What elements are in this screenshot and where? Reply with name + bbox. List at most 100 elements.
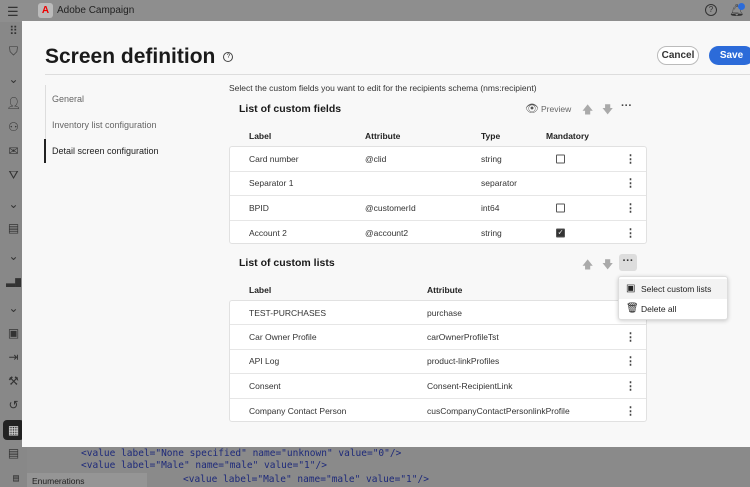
table-row[interactable]: API Log product-linkProfiles ⋮ <box>230 350 646 375</box>
cell-type: separator <box>481 178 517 189</box>
column-header: Mandatory <box>546 131 589 141</box>
table-row[interactable]: Consent Consent-RecipientLink ⋮ <box>230 374 646 399</box>
audiences-icon[interactable]: ⚇ <box>8 120 19 134</box>
tools-icon[interactable]: ⚒ <box>8 374 19 388</box>
nav-rail <box>45 85 46 163</box>
cell-label: Car Owner Profile <box>249 332 317 343</box>
row-actions-icon[interactable]: ⋮ <box>625 355 636 368</box>
mandatory-checkbox[interactable] <box>556 154 565 164</box>
move-up-icon[interactable]: 🡅 <box>582 259 594 271</box>
profile-icon[interactable]: 👤︎ <box>6 96 21 110</box>
code-line: <value label="Male" name="male" value="1… <box>81 460 327 471</box>
cell-attribute: @account2 <box>365 227 409 238</box>
cell-label: TEST-PURCHASES <box>249 307 326 318</box>
move-down-icon[interactable]: 🡇 <box>602 104 614 116</box>
table-row[interactable]: BPID @customerId int64 ⋮ <box>230 196 646 221</box>
adobe-logo-icon: A <box>38 3 53 18</box>
eye-icon: 👁︎ <box>525 103 539 115</box>
reports-icon[interactable]: ▂▅ <box>6 273 21 287</box>
cell-label: Company Contact Person <box>249 405 347 416</box>
page-title: Screen definition <box>45 45 216 68</box>
row-actions-icon[interactable]: ⋮ <box>625 202 636 215</box>
menu-item-delete-all[interactable]: 🗑︎ Delete all <box>619 299 727 319</box>
list-settings-icon[interactable]: ▤ <box>7 446 20 460</box>
mandatory-checkbox[interactable] <box>556 203 565 213</box>
import-icon[interactable]: ⇥ <box>8 350 19 364</box>
nav-item-general[interactable]: General <box>52 94 85 104</box>
nav-active-indicator <box>44 139 46 163</box>
shield-icon[interactable]: ⛉ <box>8 44 18 58</box>
cell-label: Account 2 <box>249 227 287 238</box>
cell-attribute: purchase <box>427 307 462 318</box>
preview-button[interactable]: Preview <box>541 104 572 114</box>
cancel-button[interactable]: Cancel <box>657 46 699 65</box>
cell-label: API Log <box>249 356 280 367</box>
cell-type: string <box>481 227 502 238</box>
table-row[interactable]: Car Owner Profile carOwnerProfileTst ⋮ <box>230 325 646 350</box>
filter-icon[interactable]: ⛛ <box>8 168 19 182</box>
apps-icon[interactable]: ⠿ <box>9 24 18 38</box>
cell-attribute: Consent-RecipientLink <box>427 380 513 391</box>
mandatory-checkbox-checked[interactable]: ✓ <box>556 228 565 238</box>
title-row: Screen definition ? <box>45 45 234 69</box>
settings-list-icon[interactable]: ▤ <box>7 221 20 235</box>
hamburger-menu-icon[interactable]: ☰ <box>7 4 19 19</box>
bottom-tab-label: Enumerations <box>32 476 85 486</box>
trash-icon: 🗑︎ <box>626 303 639 314</box>
cell-attribute: product-linkProfiles <box>427 356 500 367</box>
chevron-down-icon[interactable]: ⌄ <box>8 249 19 263</box>
more-options-button[interactable]: ··· <box>619 254 637 271</box>
cell-label: Separator 1 <box>249 178 294 189</box>
menu-item-label: Delete all <box>641 304 677 314</box>
move-up-icon[interactable]: 🡅 <box>582 104 594 116</box>
chevron-down-icon[interactable]: ⌄ <box>8 301 19 315</box>
code-background: <value label="None specified" name="unkn… <box>13 447 750 487</box>
cell-attribute: @clid <box>365 153 387 164</box>
cell-attribute: @customerId <box>365 202 416 213</box>
move-down-icon[interactable]: 🡇 <box>602 259 614 271</box>
chevron-down-icon[interactable]: ⌄ <box>8 197 19 211</box>
column-header: Attribute <box>427 285 463 295</box>
table-row[interactable]: TEST-PURCHASES purchase <box>230 301 646 326</box>
column-header: Attribute <box>365 131 401 141</box>
table-row[interactable]: Company Contact Person cusCompanyContact… <box>230 399 646 423</box>
form-icon[interactable]: ▣ <box>7 326 20 340</box>
help-icon[interactable]: ? <box>223 52 234 62</box>
nav-item-inventory[interactable]: Inventory list configuration <box>52 120 157 130</box>
row-actions-icon[interactable]: ⋮ <box>625 227 636 240</box>
cell-label: BPID <box>249 202 269 213</box>
notification-badge <box>738 3 745 10</box>
screen-definition-dialog: Screen definition ? Cancel Save General … <box>22 21 750 447</box>
help-icon[interactable]: ? <box>705 4 717 16</box>
table-row[interactable]: Account 2 @account2 string ✓ ⋮ <box>230 221 646 246</box>
code-line: <value label="None specified" name="unkn… <box>81 448 402 459</box>
save-button[interactable]: Save <box>709 46 750 65</box>
more-options-icon[interactable]: ··· <box>621 100 632 112</box>
bottom-tab[interactable]: Enumerations <box>27 473 147 487</box>
row-actions-icon[interactable]: ⋮ <box>625 177 636 190</box>
custom-fields-title: List of custom fields <box>239 103 342 115</box>
row-actions-icon[interactable]: ⋮ <box>625 331 636 344</box>
top-bar: ☰ A Adobe Campaign ? 🔔︎ <box>0 0 750 22</box>
table-row[interactable]: Card number @clid string ⋮ <box>230 147 646 172</box>
app-title: Adobe Campaign <box>57 5 135 16</box>
row-actions-icon[interactable]: ⋮ <box>625 380 636 393</box>
instruction-text: Select the custom fields you want to edi… <box>229 83 537 93</box>
code-line: <value label="Male" name="male" value="1… <box>183 474 429 485</box>
enumerations-icon: ▤ <box>13 473 20 484</box>
select-list-icon: ▣ <box>626 283 636 294</box>
row-actions-icon[interactable]: ⋮ <box>625 153 636 166</box>
cell-type: int64 <box>481 202 500 213</box>
chevron-down-icon[interactable]: ⌄ <box>8 72 19 86</box>
row-actions-icon[interactable]: ⋮ <box>625 405 636 418</box>
schema-settings-icon[interactable]: ▦ <box>3 420 24 440</box>
column-header: Label <box>249 131 272 141</box>
cell-attribute: carOwnerProfileTst <box>427 332 499 343</box>
nav-item-detail-screen[interactable]: Detail screen configuration <box>52 146 159 156</box>
table-row[interactable]: Separator 1 separator ⋮ <box>230 172 646 196</box>
history-icon[interactable]: ↺ <box>8 398 19 412</box>
cell-type: string <box>481 153 502 164</box>
menu-item-select-custom-lists[interactable]: ▣ Select custom lists <box>619 279 727 299</box>
cell-label: Card number <box>249 153 299 164</box>
inbox-icon[interactable]: ✉ <box>8 144 19 158</box>
